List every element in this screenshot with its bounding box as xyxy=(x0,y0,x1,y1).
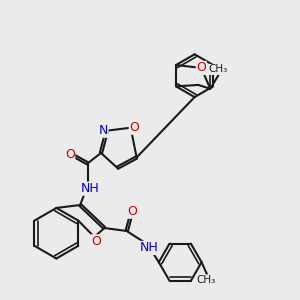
Text: NH: NH xyxy=(81,182,100,195)
Text: N: N xyxy=(99,124,108,137)
Text: O: O xyxy=(196,61,206,74)
Text: NH: NH xyxy=(140,242,158,254)
Text: O: O xyxy=(129,121,139,134)
Text: O: O xyxy=(128,205,138,218)
Text: O: O xyxy=(91,235,101,248)
Text: CH₃: CH₃ xyxy=(196,275,216,285)
Text: CH₃: CH₃ xyxy=(208,64,227,74)
Text: O: O xyxy=(65,148,75,161)
